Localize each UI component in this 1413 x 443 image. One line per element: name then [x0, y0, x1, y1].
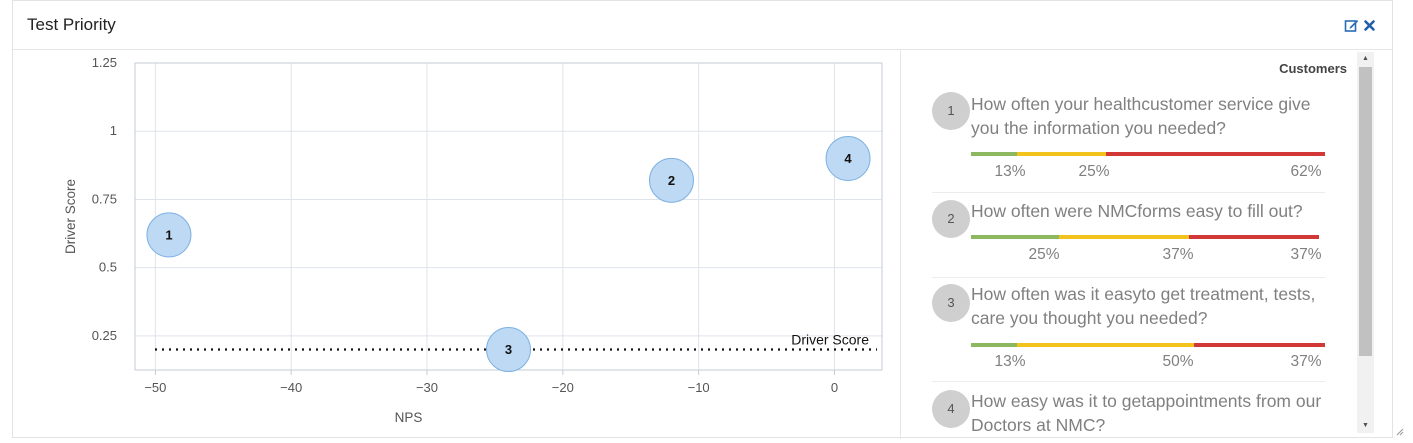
question-number: 3 — [932, 284, 970, 322]
scroll-down-icon[interactable]: ▼ — [1362, 422, 1369, 429]
bubble-point — [825, 136, 871, 182]
y-tick-label: 0.75 — [92, 191, 117, 206]
close-icon[interactable] — [1363, 18, 1379, 34]
bubble-label: 4 — [844, 151, 852, 166]
bubble-label: 2 — [668, 173, 675, 188]
question-item-3[interactable]: 3 How often was it easyto get treatment,… — [932, 282, 1325, 377]
response-bar — [971, 343, 1325, 347]
bar-green — [971, 235, 1059, 239]
question-text: How often was it easyto get treatment, t… — [971, 284, 1316, 328]
question-text: How easy was it to getappointments from … — [971, 391, 1322, 435]
response-bar — [971, 235, 1323, 239]
priority-scatter-chart: −50 −40 −30 −20 −10 0 0.25 0.5 0.75 1 1.25 NPS Drive… — [25, 50, 901, 439]
x-tick-label: −40 — [280, 380, 302, 395]
question-number: 4 — [932, 390, 970, 428]
x-tick-label: 0 — [831, 380, 838, 395]
resize-handle-icon[interactable] — [1396, 428, 1404, 436]
x-tick-label: −50 — [144, 380, 166, 395]
yellow-percent: 37% — [1162, 246, 1194, 263]
chart-svg: −50 −40 −30 −20 −10 0 0.25 0.5 0.75 1 1.25 NPS Drive… — [63, 55, 883, 425]
bubble-label: 3 — [505, 342, 512, 357]
plot-frame — [134, 62, 883, 371]
scroll-up-icon[interactable]: ▲ — [1362, 55, 1369, 62]
x-axis-label: NPS — [395, 410, 423, 425]
response-bar — [971, 152, 1325, 156]
bar-red — [1189, 235, 1320, 239]
panel-header: Test Priority — [13, 1, 1392, 50]
bar-yellow — [1017, 152, 1106, 156]
bubble-point — [486, 327, 531, 373]
bar-yellow — [1017, 343, 1195, 347]
separator — [932, 381, 1325, 382]
bar-green — [971, 152, 1018, 156]
question-item-1[interactable]: 1 How often your healthcustomer service … — [932, 90, 1325, 190]
green-percent: 13% — [994, 353, 1026, 370]
y-tick-label: 1 — [110, 123, 117, 138]
test-priority-panel: Test Priority −50 −40 −30 −20 −10 0 0.25 0.5 0.7… — [12, 0, 1404, 439]
question-text: How often your healthcustomer service gi… — [971, 94, 1311, 138]
panel-divider — [900, 50, 901, 439]
panel-title: Test Priority — [27, 15, 116, 34]
question-list: Customers 1 How often your healthcustome… — [901, 50, 1393, 439]
bar-red — [1194, 343, 1325, 347]
question-number: 2 — [932, 200, 970, 238]
bar-green — [971, 343, 1018, 347]
list-scrollbar[interactable]: ▲ ▼ — [1357, 52, 1374, 433]
y-tick-label: 1.25 — [92, 55, 117, 70]
separator — [932, 277, 1325, 278]
yellow-percent: 50% — [1162, 353, 1194, 370]
x-tick-label: −20 — [552, 380, 574, 395]
green-percent: 13% — [994, 163, 1026, 180]
reference-line-label: Driver Score — [791, 332, 869, 348]
red-percent: 62% — [1290, 163, 1322, 180]
y-tick-label: 0.25 — [92, 328, 117, 343]
green-percent: 25% — [1028, 246, 1060, 263]
edit-icon[interactable] — [1344, 18, 1360, 34]
yellow-percent: 25% — [1078, 163, 1110, 180]
x-tick-label: −30 — [416, 380, 438, 395]
bar-red — [1105, 152, 1325, 156]
question-item-4[interactable]: 4 How easy was it to getappointments fro… — [932, 388, 1325, 439]
question-number: 1 — [932, 92, 970, 130]
y-axis-label: Driver Score — [63, 179, 78, 254]
scroll-thumb[interactable] — [1359, 67, 1372, 356]
question-text: How often were NMCforms easy to fill out… — [971, 201, 1303, 221]
list-heading: Customers — [1279, 61, 1347, 76]
bubble-label: 1 — [165, 227, 172, 242]
red-percent: 37% — [1290, 246, 1322, 263]
bubble-point — [146, 212, 192, 258]
red-percent: 37% — [1290, 353, 1322, 370]
bar-yellow — [1059, 235, 1190, 239]
question-item-2[interactable]: 2 How often were NMCforms easy to fill o… — [932, 198, 1325, 273]
bubble-point — [648, 157, 694, 203]
y-tick-label: 0.5 — [99, 260, 117, 275]
separator — [932, 192, 1325, 193]
x-tick-label: −10 — [688, 380, 710, 395]
